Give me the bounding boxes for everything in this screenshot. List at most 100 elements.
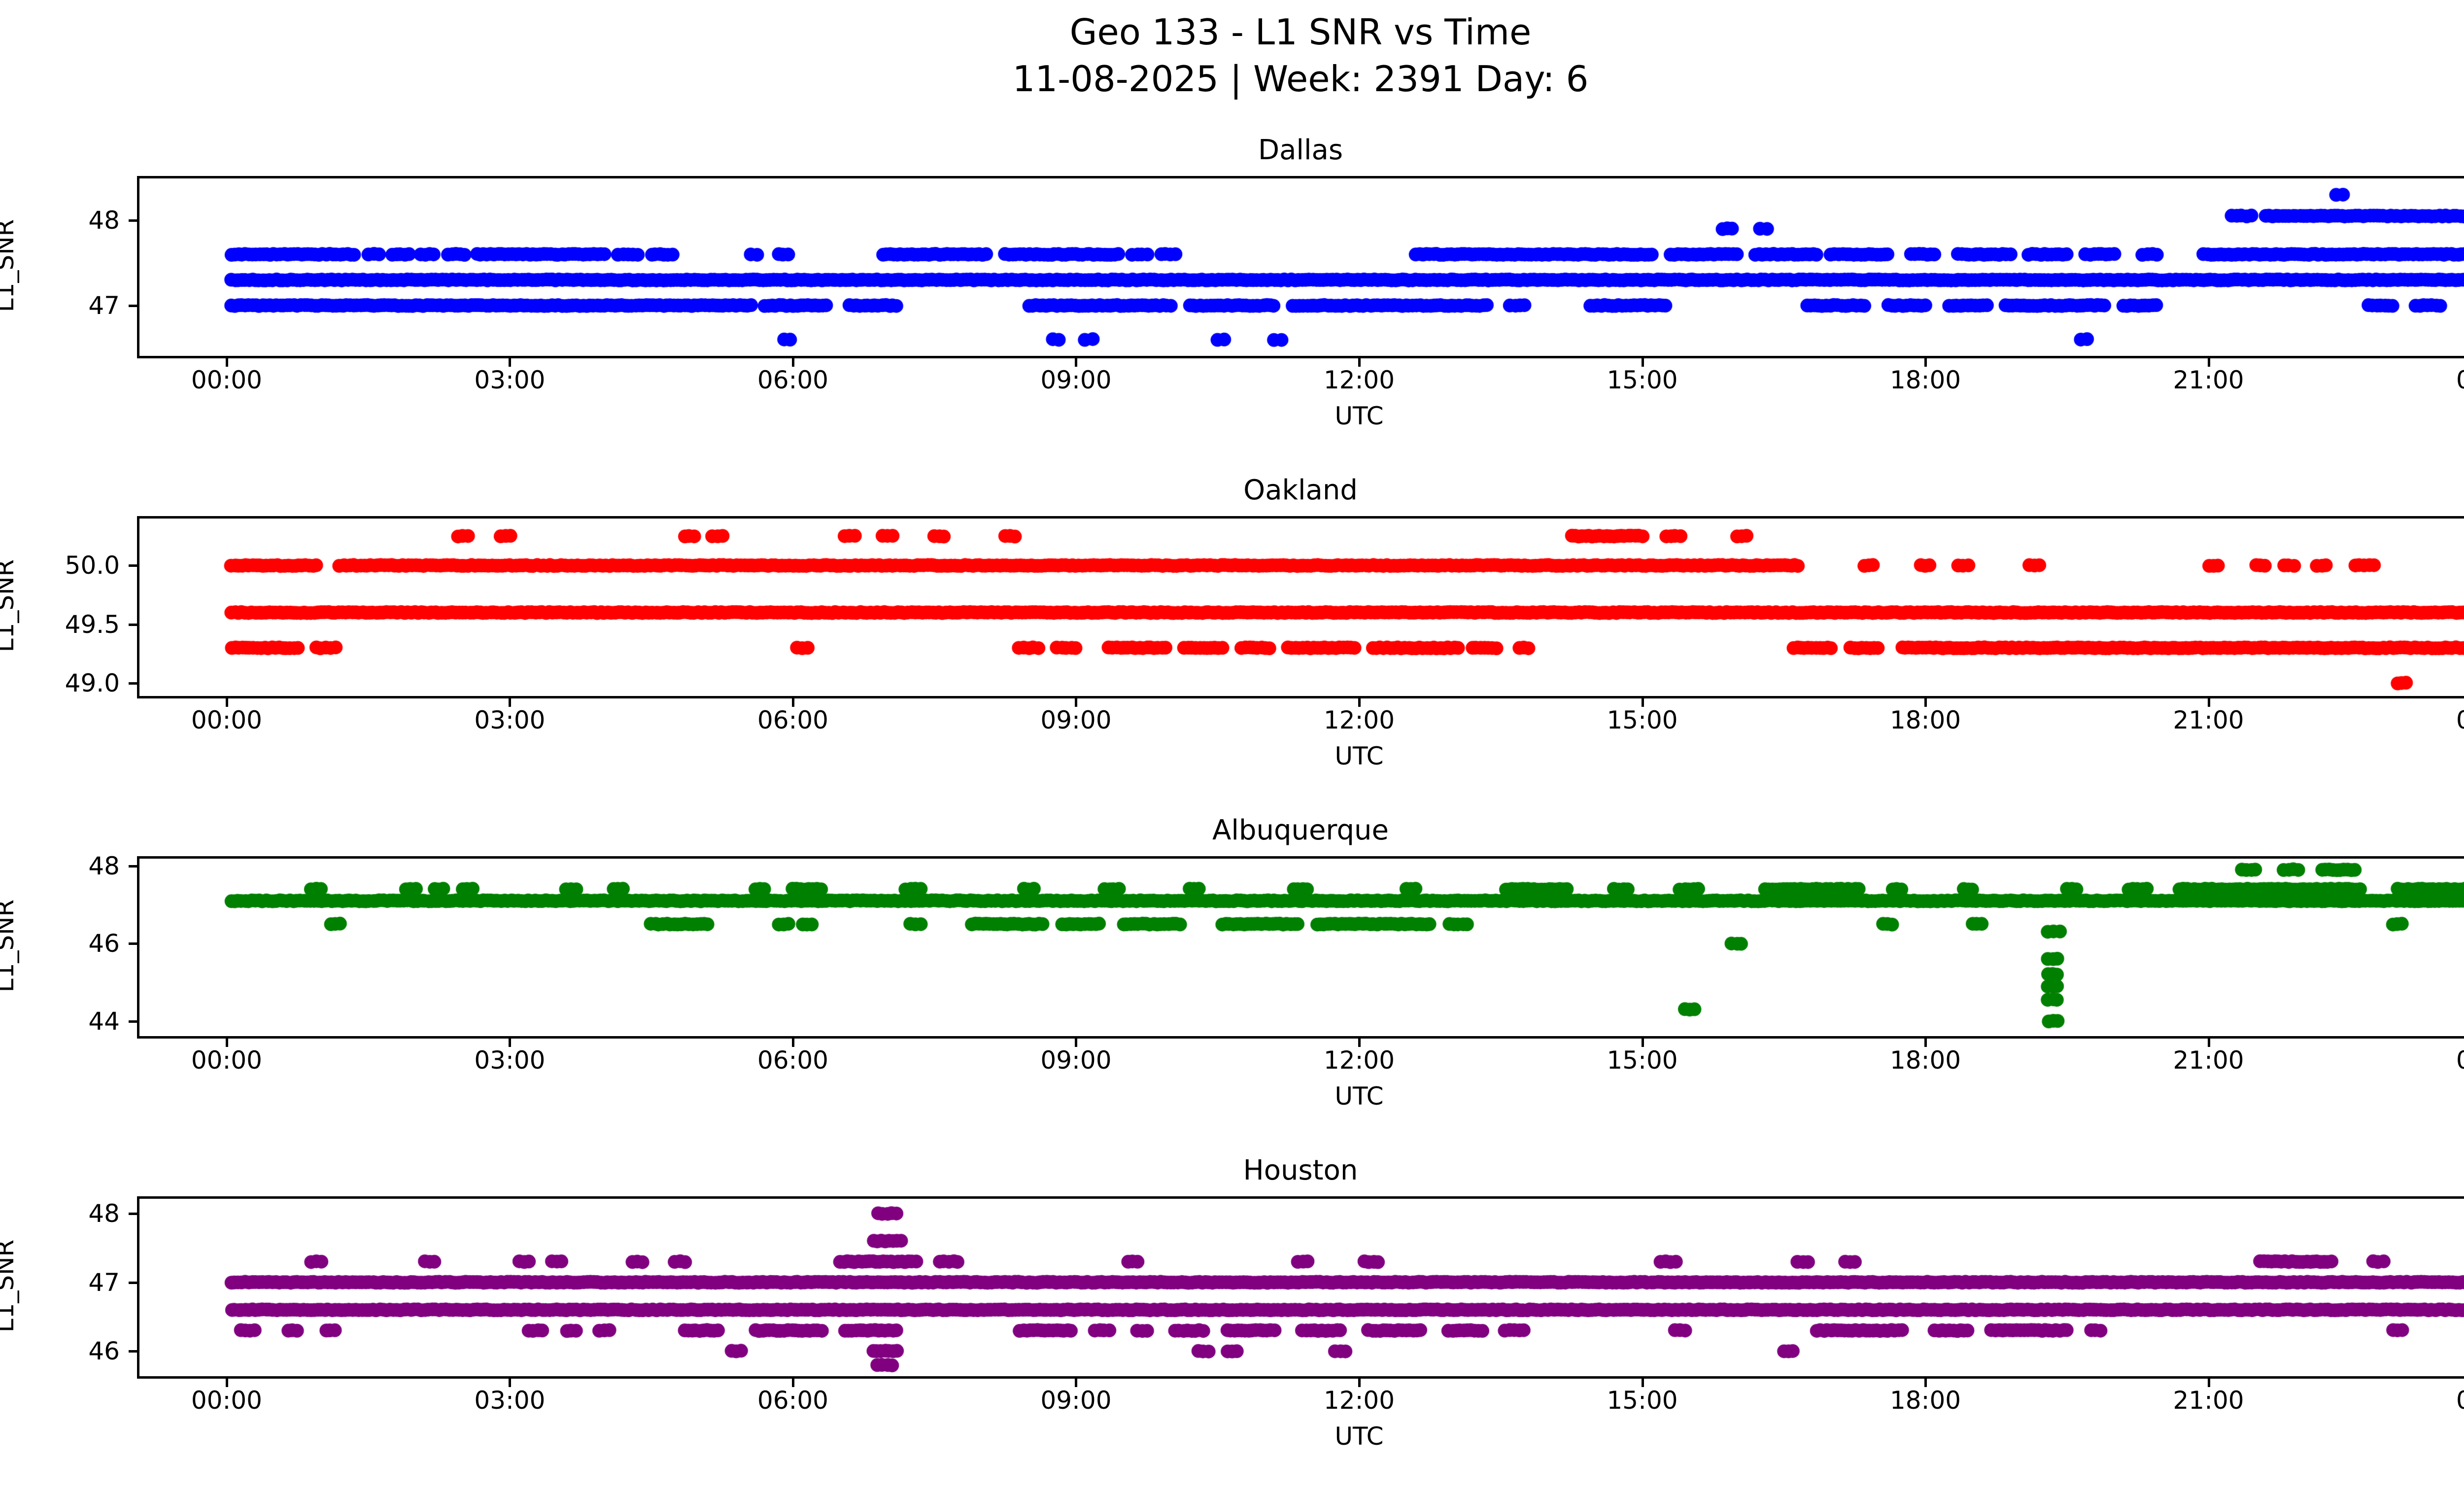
y-tick-label: 48 [88, 851, 120, 880]
subplot-title: Houston [1243, 1154, 1358, 1186]
y-tick-label: 47 [88, 291, 120, 320]
x-tick-label: 03:00 [474, 1046, 546, 1075]
y-axis-label: L1_SNR [0, 1239, 19, 1333]
x-tick-mark [2207, 698, 2210, 707]
y-tick-mark [129, 564, 137, 567]
x-tick-mark [1641, 1039, 1644, 1047]
y-tick-mark [129, 1281, 137, 1284]
scatter-plot-canvas [139, 178, 2464, 356]
y-tick-mark [129, 865, 137, 868]
y-tick-label: 44 [88, 1007, 120, 1036]
x-tick-label: 09:00 [1040, 366, 1112, 394]
x-tick-mark [1075, 1039, 1078, 1047]
x-tick-mark [1075, 698, 1078, 707]
x-tick-label: 06:00 [757, 1046, 828, 1075]
x-tick-label: 06:00 [757, 1386, 828, 1415]
x-tick-mark [1358, 1039, 1361, 1047]
x-tick-mark [225, 358, 228, 367]
y-tick-mark [129, 623, 137, 626]
scatter-plot-canvas [139, 1199, 2464, 1376]
y-tick-label: 48 [88, 206, 120, 235]
x-tick-mark [791, 698, 794, 707]
x-axis-label: UTC [1335, 402, 1384, 430]
subplot-title: Oakland [1243, 474, 1358, 506]
x-tick-mark [1358, 358, 1361, 367]
x-tick-label: 21:00 [2173, 706, 2244, 734]
x-tick-label: 00:00 [2456, 706, 2464, 734]
x-tick-label: 18:00 [1889, 366, 1961, 394]
figure-suptitle: Geo 133 - L1 SNR vs Time 11-08-2025 | We… [1012, 11, 1589, 100]
x-tick-label: 00:00 [191, 706, 262, 734]
y-tick-mark [129, 304, 137, 307]
x-tick-mark [509, 358, 512, 367]
x-tick-mark [225, 1379, 228, 1387]
x-tick-mark [2207, 1039, 2210, 1047]
x-tick-label: 15:00 [1607, 706, 1678, 734]
y-tick-label: 49.5 [65, 610, 120, 639]
x-tick-label: 00:00 [2456, 1046, 2464, 1075]
x-tick-label: 00:00 [2456, 1386, 2464, 1415]
x-tick-label: 15:00 [1607, 1386, 1678, 1415]
x-tick-label: 03:00 [474, 706, 546, 734]
x-tick-label: 12:00 [1323, 1046, 1395, 1075]
y-tick-label: 48 [88, 1199, 120, 1228]
x-tick-mark [1358, 698, 1361, 707]
x-tick-label: 21:00 [2173, 366, 2244, 394]
x-tick-mark [1924, 1039, 1927, 1047]
x-tick-mark [1075, 1379, 1078, 1387]
x-tick-mark [1924, 698, 1927, 707]
x-tick-label: 18:00 [1889, 706, 1961, 734]
x-tick-mark [1641, 358, 1644, 367]
x-tick-mark [2207, 358, 2210, 367]
x-tick-mark [1641, 1379, 1644, 1387]
x-tick-label: 15:00 [1607, 1046, 1678, 1075]
x-tick-label: 09:00 [1040, 1046, 1112, 1075]
x-tick-label: 00:00 [191, 1386, 262, 1415]
x-tick-label: 12:00 [1323, 1386, 1395, 1415]
subplot-title: Dallas [1258, 134, 1343, 166]
x-tick-mark [509, 1039, 512, 1047]
x-axis-label: UTC [1335, 742, 1384, 770]
x-tick-label: 18:00 [1889, 1046, 1961, 1075]
y-tick-mark [129, 682, 137, 685]
x-tick-mark [1075, 358, 1078, 367]
y-tick-mark [129, 1212, 137, 1215]
x-tick-mark [1358, 1379, 1361, 1387]
x-axis-label: UTC [1335, 1082, 1384, 1111]
y-tick-mark [129, 942, 137, 945]
y-tick-label: 50.0 [65, 551, 120, 580]
x-tick-label: 12:00 [1323, 366, 1395, 394]
x-tick-mark [1924, 358, 1927, 367]
x-tick-label: 00:00 [2456, 366, 2464, 394]
x-tick-label: 00:00 [191, 366, 262, 394]
subplot-title: Albuquerque [1212, 814, 1389, 846]
x-tick-mark [225, 698, 228, 707]
y-tick-label: 49.0 [65, 668, 120, 697]
x-tick-mark [509, 698, 512, 707]
x-tick-mark [791, 1379, 794, 1387]
y-tick-label: 47 [88, 1268, 120, 1297]
x-tick-label: 09:00 [1040, 706, 1112, 734]
x-tick-mark [1641, 698, 1644, 707]
scatter-plot-canvas [139, 859, 2464, 1036]
y-tick-mark [129, 1350, 137, 1353]
x-tick-label: 21:00 [2173, 1386, 2244, 1415]
x-tick-label: 06:00 [757, 366, 828, 394]
scatter-plot-canvas [139, 519, 2464, 696]
y-tick-mark [129, 219, 137, 222]
x-tick-mark [225, 1039, 228, 1047]
x-tick-mark [791, 358, 794, 367]
x-tick-mark [2207, 1379, 2210, 1387]
x-tick-label: 09:00 [1040, 1386, 1112, 1415]
x-tick-label: 06:00 [757, 706, 828, 734]
x-tick-mark [791, 1039, 794, 1047]
x-tick-label: 15:00 [1607, 366, 1678, 394]
x-axis-label: UTC [1335, 1422, 1384, 1451]
x-tick-mark [509, 1379, 512, 1387]
x-tick-label: 18:00 [1889, 1386, 1961, 1415]
x-tick-label: 00:00 [191, 1046, 262, 1075]
